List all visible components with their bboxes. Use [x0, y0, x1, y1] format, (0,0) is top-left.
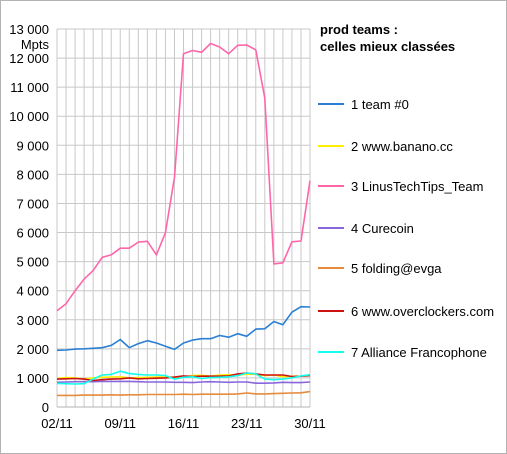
series-line-6 — [56, 372, 311, 382]
y-tick-label: 1 000 — [16, 371, 49, 386]
legend-label-7: 7 Alliance Francophone — [351, 345, 487, 360]
series-line-4 — [56, 380, 311, 385]
grid — [56, 28, 311, 408]
series-line-7 — [56, 370, 311, 385]
series-lines — [56, 42, 311, 397]
x-tick-label: 16/11 — [168, 416, 200, 431]
y-tick-label: 5 000 — [16, 255, 49, 270]
y-tick-label: 10 000 — [9, 109, 49, 124]
legend: 1 team #0 2 www.banano.cc 3 LinusTechTips_… — [318, 97, 494, 360]
x-tick-label: 02/11 — [41, 416, 73, 431]
legend-label-4: 4 Curecoin — [351, 221, 414, 236]
y-tick-label: 8 000 — [16, 167, 49, 182]
series-line-1 — [56, 305, 311, 352]
y-tick-label: 4 000 — [16, 284, 49, 299]
x-tick-label: 23/11 — [231, 416, 263, 431]
legend-label-1: 1 team #0 — [351, 97, 409, 112]
y-tick-label: 11 000 — [10, 80, 49, 95]
y-tick-label: 9 000 — [16, 138, 49, 153]
chart-subtitle: celles mieux classées — [320, 39, 455, 54]
y-tick-label: 13 000 — [9, 22, 49, 37]
y-tick-label: 6 000 — [16, 226, 49, 241]
y-tick-label: 2 000 — [16, 342, 49, 357]
y-tick-label: 3 000 — [16, 313, 49, 328]
y-tick-label: 12 000 — [9, 51, 49, 66]
series-line-5 — [57, 390, 311, 397]
y-axis-unit: Mpts — [21, 37, 50, 52]
series-line-3 — [56, 42, 311, 312]
legend-label-5: 5 folding@evga — [351, 261, 442, 276]
legend-label-6: 6 www.overclockers.com — [351, 304, 494, 319]
x-axis-ticks: 02/11 09/11 16/11 23/11 30/11 — [41, 416, 326, 431]
x-tick-label: 09/11 — [104, 416, 136, 431]
y-tick-label: 7 000 — [16, 196, 49, 211]
chart-title: prod teams : — [320, 22, 398, 37]
y-tick-label: 0 — [42, 400, 49, 415]
legend-label-3: 3 LinusTechTips_Team — [351, 179, 483, 194]
x-tick-label: 30/11 — [294, 416, 326, 431]
legend-label-2: 2 www.banano.cc — [351, 139, 453, 154]
y-axis-ticks: 0 1 000 2 000 3 000 4 000 5 000 6 000 7 000 8 00… — [9, 22, 49, 415]
